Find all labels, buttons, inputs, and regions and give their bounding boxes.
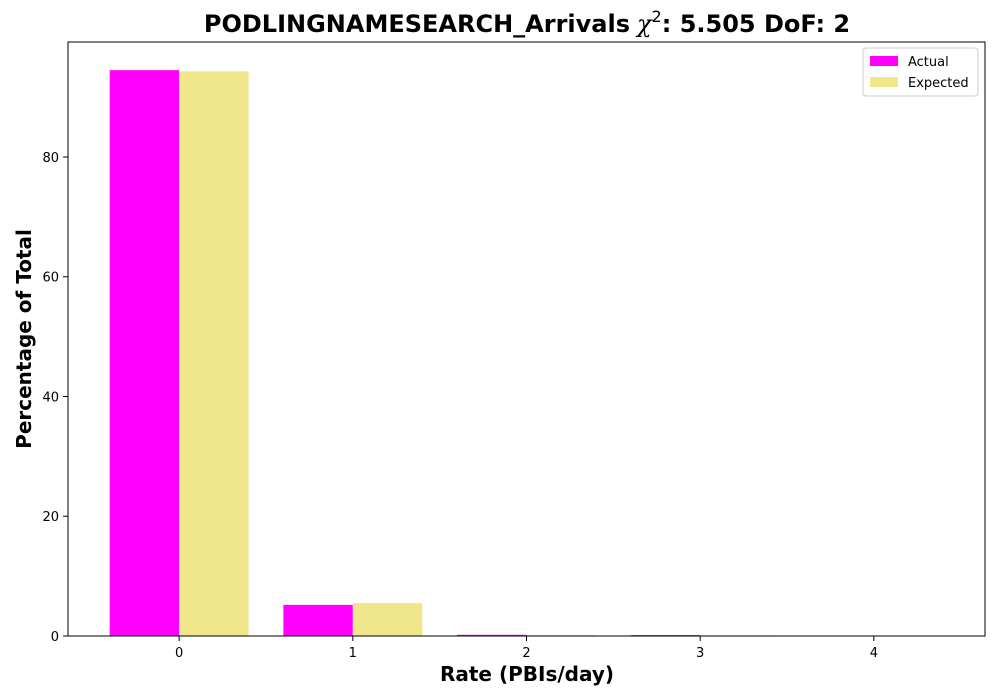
x-tick-label: 4 xyxy=(870,646,878,661)
x-axis-label: Rate (PBIs/day) xyxy=(440,662,614,686)
bar-actual-0 xyxy=(109,70,180,637)
legend-swatch-expected xyxy=(870,77,898,87)
y-tick-label: 60 xyxy=(42,271,59,286)
legend-swatch-actual xyxy=(870,56,898,66)
y-ticks: 0 20 40 60 80 xyxy=(42,151,68,645)
x-ticks: 0 1 2 3 4 xyxy=(175,636,878,661)
y-tick-label: 40 xyxy=(42,390,59,405)
legend-label-actual: Actual xyxy=(908,55,949,70)
x-tick-label: 0 xyxy=(175,646,183,661)
chart-title-chi-exponent: 2 xyxy=(652,7,662,26)
y-tick-label: 80 xyxy=(42,151,59,166)
legend-label-expected: Expected xyxy=(908,76,969,91)
bar-actual-2 xyxy=(457,634,527,636)
y-tick-label: 0 xyxy=(51,630,59,645)
y-tick-label: 20 xyxy=(42,510,59,525)
legend: Actual Expected xyxy=(862,47,979,97)
bars-layer xyxy=(109,70,770,637)
bar-actual-1 xyxy=(283,604,353,636)
chart-title-stats: : 5.505 DoF: 2 xyxy=(662,10,850,38)
bar-expected-1 xyxy=(352,603,423,636)
y-axis-label: Percentage of Total xyxy=(12,229,36,449)
x-tick-label: 1 xyxy=(349,646,357,661)
chart-title-name: PODLINGNAMESEARCH_Arrivals xyxy=(204,10,630,38)
plot-frame xyxy=(67,41,986,637)
x-tick-label: 3 xyxy=(696,646,704,661)
bar-expected-0 xyxy=(179,71,249,637)
chart-title-chi: χ xyxy=(635,10,653,38)
chart-title: PODLINGNAMESEARCH_Arrivals χ2: 5.505 DoF:… xyxy=(204,7,850,38)
x-tick-label: 2 xyxy=(522,646,530,661)
